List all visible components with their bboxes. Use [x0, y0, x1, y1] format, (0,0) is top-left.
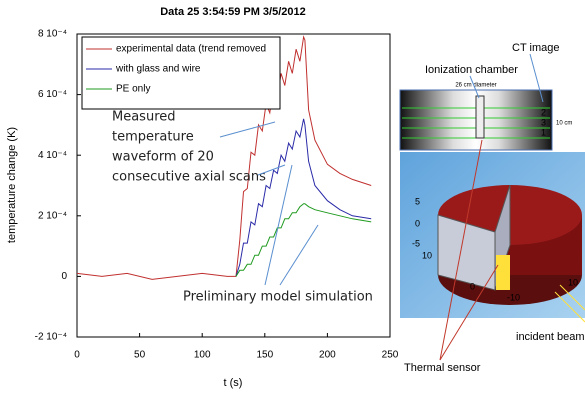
- x-tick-label: 200: [319, 350, 336, 361]
- ct-label: 26 cm diameter: [455, 83, 496, 89]
- ct-label: 10 cm: [556, 121, 572, 127]
- legend-label: with glass and wire: [115, 64, 201, 75]
- slice-label: 2: [541, 107, 546, 117]
- slice-label: 3: [541, 117, 546, 127]
- y-tick-label: 6 10⁻⁴: [38, 89, 67, 100]
- x-axis-label: t (s): [224, 377, 243, 389]
- x-tick-label: 150: [256, 350, 273, 361]
- arrow: [265, 165, 292, 285]
- x-tick-label: 0: [74, 350, 80, 361]
- axis-3d-label: 0: [415, 218, 420, 228]
- model-3d: 5 0 -5 10 0 -10 10: [400, 152, 585, 318]
- annotation: Preliminary model simulation: [183, 290, 373, 305]
- annotation: temperature: [112, 130, 194, 145]
- y-tick-label: 0: [61, 271, 67, 282]
- slice-label: 1: [541, 127, 546, 137]
- axis-3d-label: 5: [415, 196, 420, 206]
- annotation: waveform of 20: [112, 150, 214, 165]
- x-tick-label: 250: [382, 350, 399, 361]
- axis-3d-label: 0: [470, 281, 475, 291]
- annotation: Measured: [112, 110, 176, 125]
- annotation: Thermal sensor: [404, 362, 481, 374]
- legend-label: experimental data (trend removed: [116, 44, 266, 55]
- y-tick-label: 4 10⁻⁴: [38, 150, 67, 161]
- arrow: [220, 122, 275, 137]
- axis-3d-label: -10: [507, 292, 520, 302]
- axis-3d-label: 10: [568, 277, 578, 287]
- chart-title: Data 25 3:54:59 PM 3/5/2012: [160, 6, 306, 18]
- x-tick-label: 100: [194, 350, 211, 361]
- beam-spot: [496, 255, 510, 290]
- chamber: [476, 96, 484, 138]
- annotation: consecutive axial scans: [112, 170, 266, 185]
- annotation: CT image: [512, 42, 559, 54]
- arrow: [280, 225, 318, 285]
- axis-3d-label: 10: [422, 250, 432, 260]
- annotation: incident beam: [516, 331, 585, 343]
- legend-label: PE only: [116, 84, 150, 95]
- annotation: Ionization chamber: [425, 64, 518, 76]
- axis-3d-label: -5: [412, 238, 420, 248]
- y-tick-label: 2 10⁻⁴: [38, 210, 67, 221]
- y-tick-label: 8 10⁻⁴: [38, 29, 67, 40]
- y-axis-label: temperature change (K): [6, 127, 18, 243]
- ct-image: 26 cm diameter 2 3 1 10 cm: [400, 83, 572, 150]
- y-tick-label: -2 10⁻⁴: [35, 332, 67, 343]
- chart: Data 25 3:54:59 PM 3/5/2012 t (s) temper…: [0, 0, 585, 396]
- legend: experimental data (trend removed with gla…: [82, 37, 280, 109]
- x-tick-label: 50: [134, 350, 146, 361]
